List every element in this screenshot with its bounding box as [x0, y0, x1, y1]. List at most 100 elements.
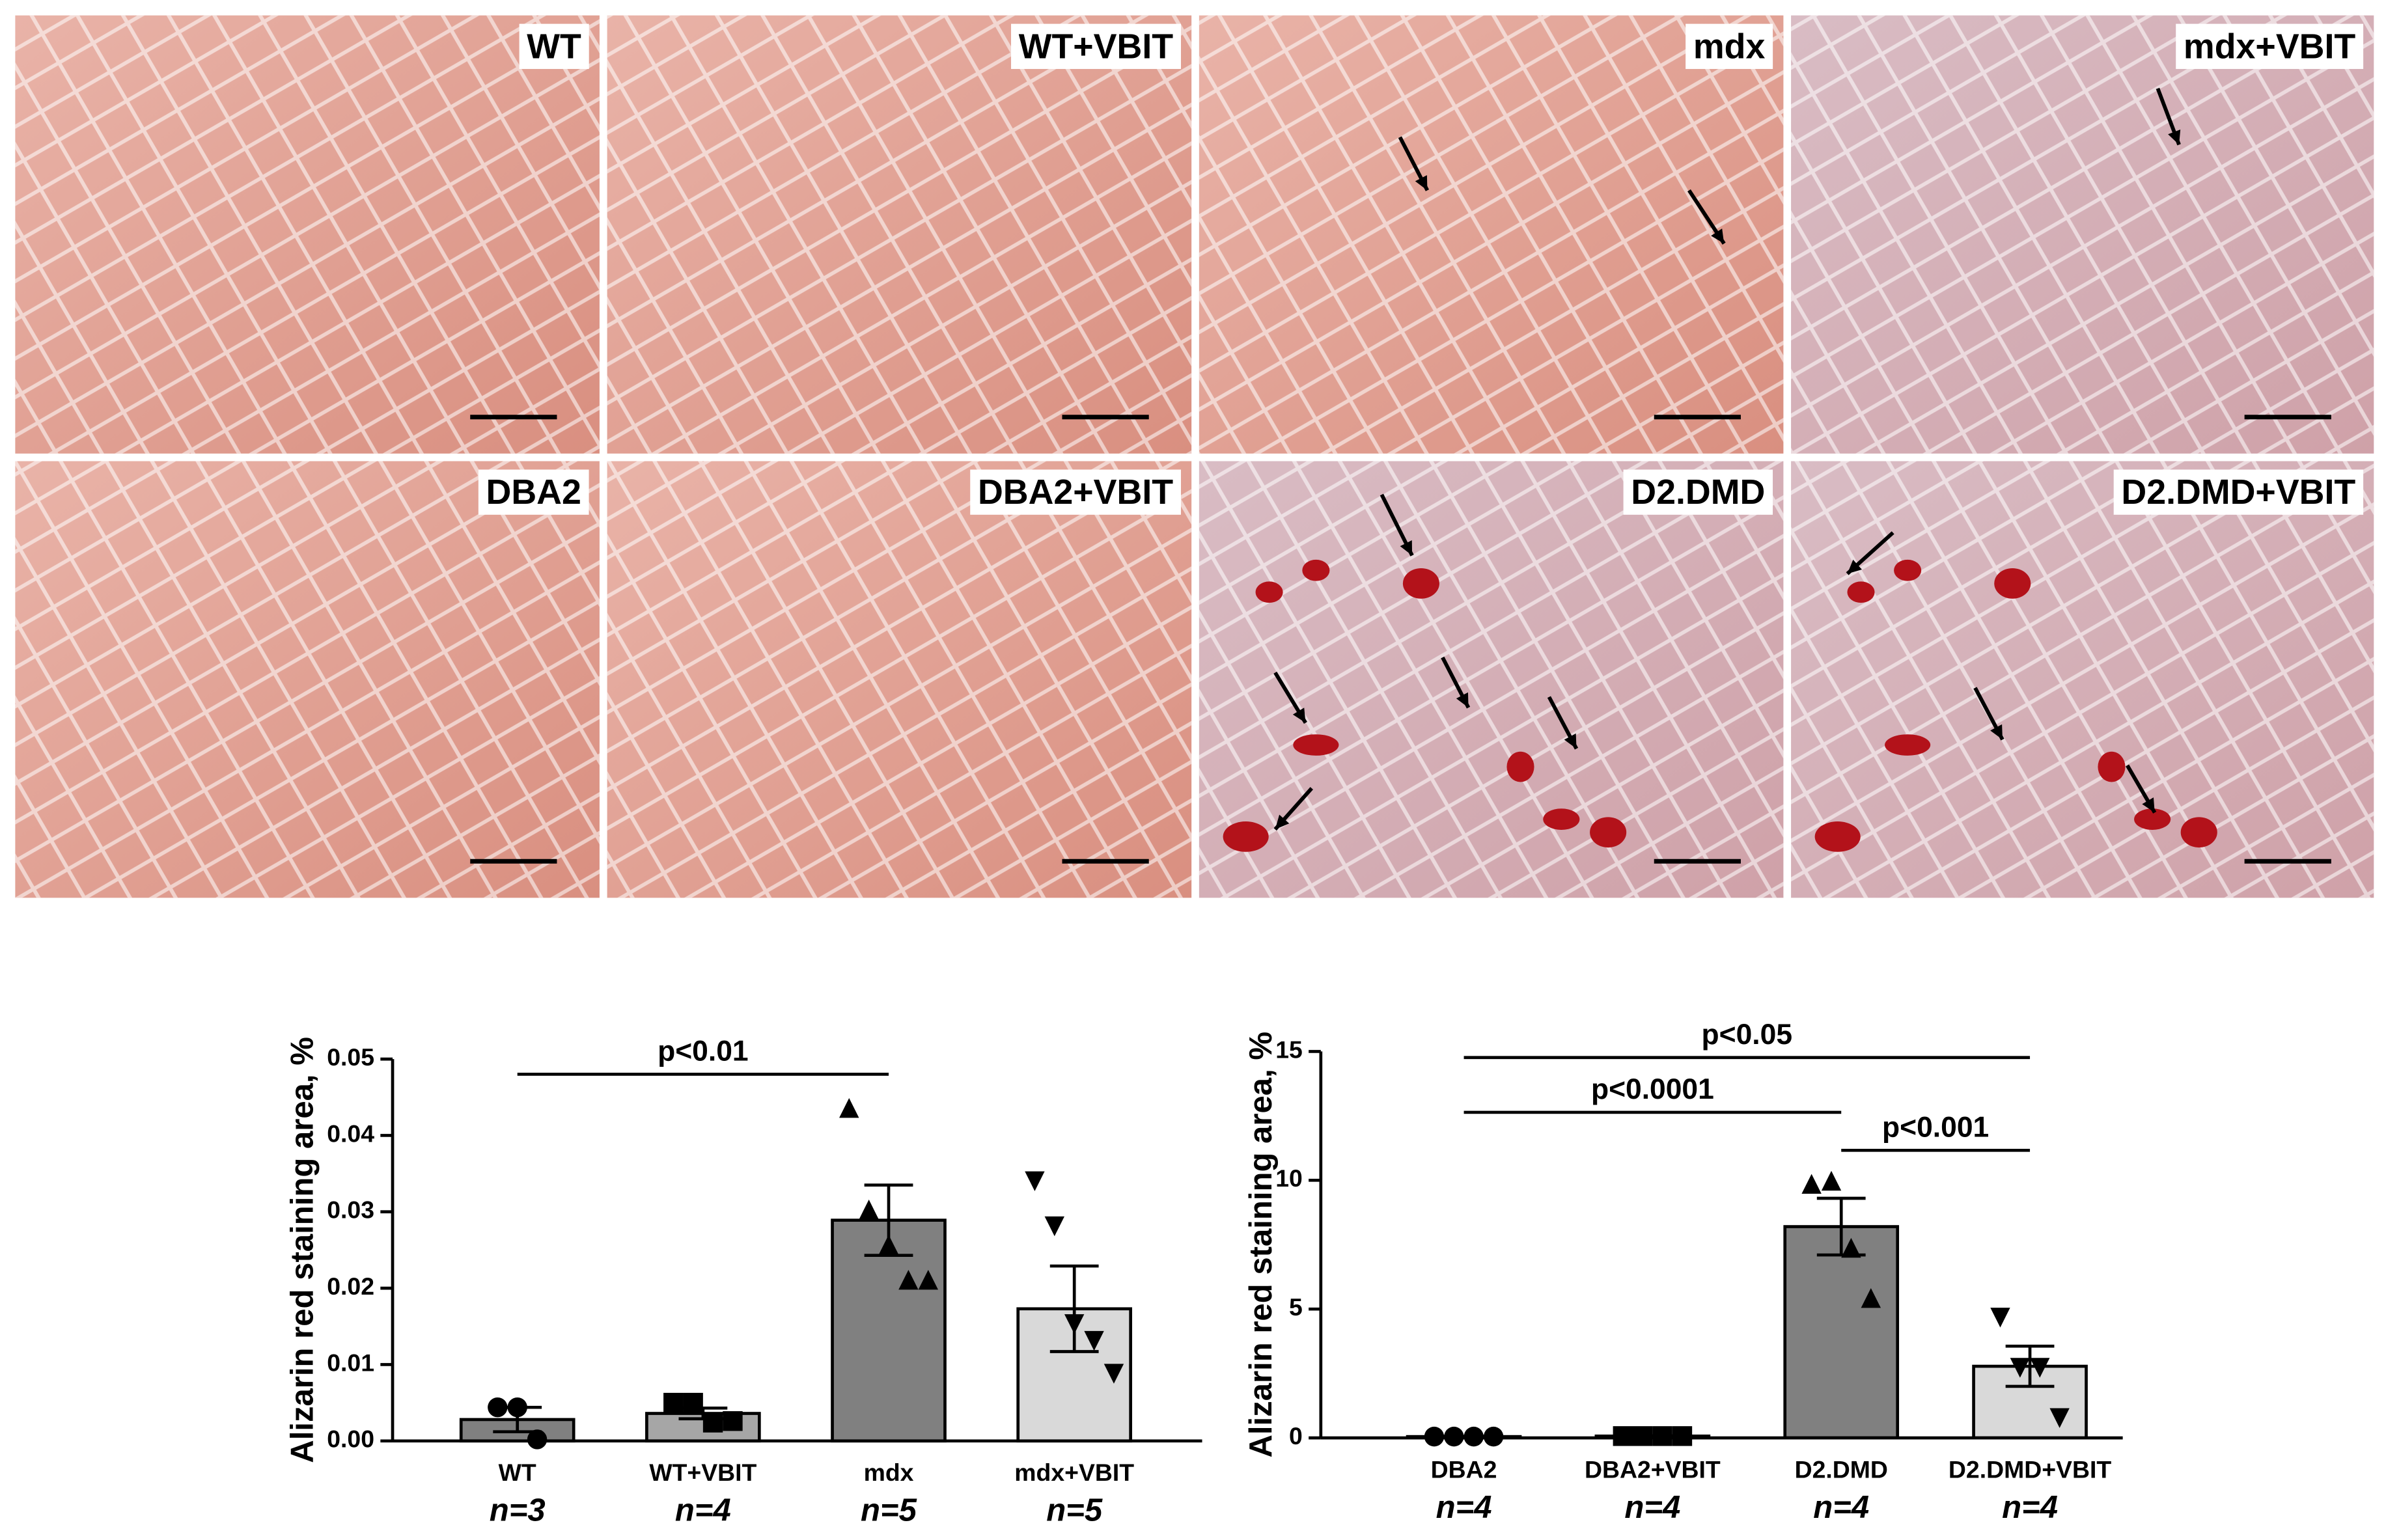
fiber-texture	[1199, 15, 1784, 454]
data-point	[527, 1429, 548, 1450]
x-tick-label: DBA2+VBIT	[1585, 1455, 1721, 1483]
arrow-head	[1275, 814, 1290, 830]
arrow-head	[1564, 733, 1577, 749]
data-point	[702, 1412, 723, 1433]
data-point	[2010, 1358, 2031, 1378]
fiber-texture	[1791, 461, 2374, 898]
calcified-fiber	[1302, 559, 1330, 581]
panel-label-bg	[1011, 23, 1181, 69]
data-point	[1801, 1174, 1822, 1194]
n-label: n=4	[675, 1493, 731, 1528]
data-point	[488, 1397, 508, 1418]
data-point	[1103, 1364, 1124, 1384]
calcified-fiber	[1847, 581, 1875, 603]
fiber-texture	[607, 15, 1192, 454]
calcified-fiber	[1293, 734, 1339, 756]
y-tick-label: 0.04	[327, 1120, 374, 1147]
arrow-head	[2142, 797, 2155, 813]
panel-label-bg	[970, 469, 1181, 515]
significance-label: p<0.01	[658, 1035, 749, 1067]
data-point	[1633, 1426, 1653, 1446]
y-tick-label: 0.02	[327, 1272, 374, 1300]
calcified-fiber	[1994, 568, 2031, 599]
x-tick-label: mdx	[864, 1459, 914, 1486]
n-label: n=4	[1436, 1490, 1492, 1525]
data-point	[878, 1235, 899, 1255]
data-point	[1821, 1170, 1842, 1191]
y-axis-title: Alizarin red staining area, %	[1243, 1032, 1279, 1458]
fiber-texture	[15, 15, 600, 454]
n-label: n=5	[861, 1493, 917, 1528]
data-point	[1064, 1314, 1085, 1334]
data-point	[898, 1270, 919, 1290]
x-tick-label: WT	[499, 1459, 536, 1486]
panel-label: mdx	[1693, 27, 1766, 66]
data-point	[1841, 1237, 1861, 1258]
calcified-fiber	[2180, 817, 2217, 848]
calcified-fiber	[1402, 568, 1439, 599]
data-point	[2049, 1408, 2070, 1428]
x-tick-label: WT+VBIT	[649, 1459, 756, 1486]
y-tick-label: 10	[1275, 1164, 1303, 1192]
x-tick-label: mdx+VBIT	[1014, 1459, 1134, 1486]
y-tick-label: 0.01	[327, 1349, 374, 1376]
arrow-head	[2168, 130, 2181, 145]
y-tick-label: 0.03	[327, 1196, 374, 1224]
panel-label-bg	[478, 469, 589, 515]
data-point	[2030, 1358, 2050, 1378]
calcified-fiber	[1885, 734, 1931, 756]
arrow-head	[1847, 559, 1863, 574]
calcified-fiber	[1255, 581, 1283, 603]
data-point	[683, 1392, 703, 1413]
x-tick-label: D2.DMD+VBIT	[1949, 1455, 2111, 1483]
x-tick-label: D2.DMD	[1795, 1455, 1888, 1483]
significance-label: p<0.001	[1882, 1111, 1989, 1143]
panel-label: D2.DMD	[1631, 473, 1765, 512]
fiber-texture	[15, 461, 600, 898]
calcified-fiber	[1894, 559, 1922, 581]
data-point	[1044, 1216, 1064, 1237]
calcified-fiber	[1223, 821, 1269, 852]
data-point	[1672, 1426, 1693, 1446]
fiber-texture	[1791, 15, 2374, 454]
panel-label-bg	[1685, 23, 1773, 69]
data-point	[1025, 1171, 1045, 1192]
y-tick-label: 0.00	[327, 1425, 374, 1453]
n-label: n=3	[490, 1493, 546, 1528]
arrow-head	[1400, 540, 1413, 556]
panel-label: WT+VBIT	[1019, 27, 1174, 66]
panel-label: mdx+VBIT	[2184, 27, 2356, 66]
data-point	[507, 1397, 527, 1418]
calcified-fiber	[1543, 808, 1580, 830]
panel-label-bg	[1623, 469, 1773, 515]
arrow-head	[1711, 228, 1725, 244]
data-point	[723, 1411, 743, 1431]
data-point	[1613, 1426, 1633, 1446]
panel-label-bg	[2113, 469, 2364, 515]
data-point	[839, 1098, 859, 1118]
panel-label-bg	[519, 23, 589, 69]
y-tick-label: 0.05	[327, 1043, 374, 1071]
calcified-fiber	[1590, 817, 1627, 848]
panel-label: DBA2	[486, 473, 581, 512]
calcified-fiber	[2098, 751, 2126, 782]
arrow-head	[1990, 724, 2003, 740]
y-axis-title: Alizarin red staining area, %	[284, 1037, 320, 1463]
x-tick-label: DBA2	[1431, 1455, 1497, 1483]
arrow-head	[1415, 175, 1428, 191]
calcified-fiber	[2134, 808, 2171, 830]
fiber-texture	[1199, 461, 1784, 898]
data-point	[663, 1392, 684, 1413]
panel-label-bg	[2176, 23, 2364, 69]
panel-label: D2.DMD+VBIT	[2121, 473, 2355, 512]
calcified-fiber	[1814, 821, 1861, 852]
data-point	[859, 1200, 879, 1220]
data-point	[1861, 1287, 1881, 1308]
panel-label: DBA2+VBIT	[978, 473, 1173, 512]
significance-label: p<0.0001	[1591, 1073, 1714, 1105]
n-label: n=4	[2002, 1490, 2058, 1525]
fiber-texture	[607, 461, 1192, 898]
data-point	[1084, 1330, 1104, 1351]
